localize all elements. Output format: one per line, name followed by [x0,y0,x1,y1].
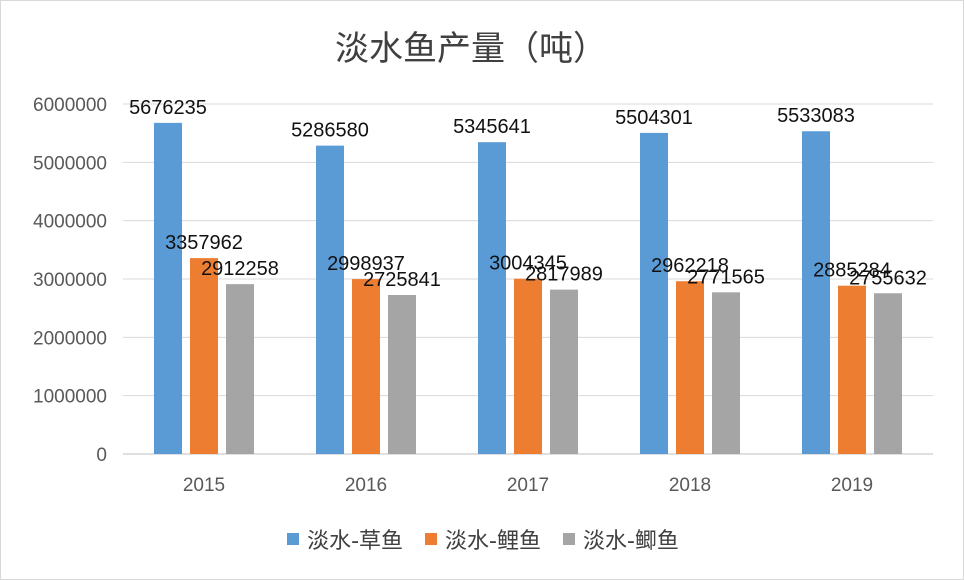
data-label: 5676235 [129,97,207,119]
legend-item: 淡水-草鱼 [287,523,403,555]
data-label: 2998937 [327,253,405,275]
bar [874,293,902,454]
bar [514,278,542,454]
data-label: 2885284 [813,260,891,282]
y-tick-label: 3000000 [33,270,107,291]
x-tick-label: 2019 [831,475,873,496]
data-label: 3357962 [165,232,243,254]
legend-label: 淡水-鲫鱼 [582,529,679,554]
y-tick-label: 5000000 [33,153,107,174]
bar [550,289,578,454]
legend-item: 淡水-鲤鱼 [425,523,541,555]
bar [226,284,254,454]
bar [190,258,218,454]
data-label: 2755632 [849,267,927,289]
legend-swatch [287,533,300,545]
bar [478,142,506,454]
legend-item: 淡水-鲫鱼 [562,523,679,555]
legend-swatch [562,533,575,545]
bar [712,292,740,454]
data-label: 5504301 [615,107,693,129]
data-label: 2912258 [201,258,279,280]
legend-label: 淡水-草鱼 [307,529,404,554]
bar-chart: 0 1000000 2000000 3000000 4000000 5000000 6000… [33,95,933,496]
y-tick-label: 1000000 [33,387,107,408]
legend-swatch [425,533,438,545]
bar [838,285,866,454]
chart-title: 淡水鱼产量（吨） [335,29,607,69]
data-label: 2725841 [363,269,441,291]
data-label: 5345641 [453,116,531,138]
y-tick-label: 2000000 [33,328,107,349]
data-label: 2962218 [651,255,729,277]
bar [676,281,704,454]
bar [640,132,668,454]
bar [388,294,416,454]
x-tick-label: 2016 [345,475,387,496]
bar [316,145,344,455]
bar [802,131,830,455]
y-tick-label: 0 [96,445,107,466]
data-label: 2771565 [687,266,765,288]
data-label: 3004345 [489,253,567,275]
legend-label: 淡水-鲤鱼 [445,529,541,554]
bar [352,279,380,454]
data-label: 2817989 [525,264,603,286]
chart-legend: 淡水-草鱼 淡水-鲤鱼 淡水-鲫鱼 [1,523,964,555]
x-tick-label: 2017 [507,475,549,496]
x-tick-label: 2015 [183,475,225,496]
x-tick-label: 2018 [669,475,711,496]
y-tick-label: 4000000 [33,212,107,233]
data-label: 5533083 [777,105,855,127]
data-label: 5286580 [291,120,369,142]
y-tick-label: 6000000 [33,95,107,116]
bar [154,122,182,454]
